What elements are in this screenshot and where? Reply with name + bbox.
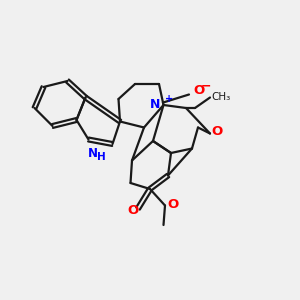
Text: O: O	[211, 125, 223, 139]
Text: N: N	[88, 147, 98, 161]
Text: O: O	[193, 83, 205, 97]
Text: O: O	[167, 198, 179, 212]
Text: −: −	[201, 80, 211, 93]
Text: O: O	[127, 204, 138, 218]
Text: CH₃: CH₃	[211, 92, 230, 102]
Text: +: +	[165, 94, 173, 104]
Text: N: N	[149, 98, 160, 111]
Text: H: H	[97, 152, 106, 163]
